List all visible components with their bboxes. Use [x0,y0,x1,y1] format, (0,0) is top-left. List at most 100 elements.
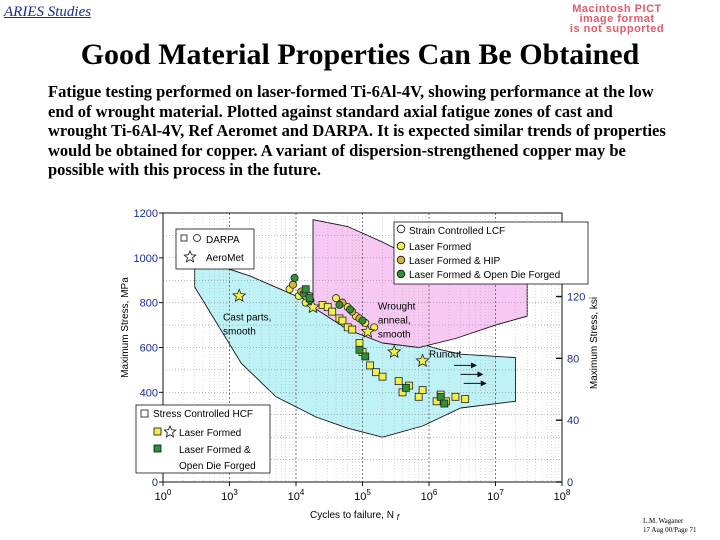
data-point-circle [332,294,341,303]
data-point-circle [358,316,367,325]
x-axis-title: Cycles to failure, N f [310,510,400,522]
data-point-circle [370,323,379,332]
section-label: ARIES Studies [4,4,92,20]
data-point-square [402,383,410,392]
darpa-circle-marker [193,234,201,242]
data-point-star [305,299,321,314]
legend-label: DARPA [206,235,240,246]
data-point-square [418,386,427,394]
legend-label: Laser Formed [409,242,471,253]
x-tick-label: 108 [554,488,571,503]
runout-arrow-head [471,362,478,369]
data-point-square [328,307,337,316]
data-point-square [451,392,460,401]
stamp-line: is not supported [569,23,665,35]
y-tick-label: 1200 [134,208,158,220]
data-point-square [394,377,403,386]
legend-label: Stress Controlled HCF [153,409,253,420]
data-point-square [305,294,314,303]
data-point-square [414,392,423,401]
legend-label: Laser Formed [179,428,241,439]
stress-legend-marker [153,427,162,436]
data-point-square [436,392,445,401]
data-point-square [432,397,441,406]
strain-title-marker [396,224,406,234]
strain-legend: Strain Controlled LCF Laser Formed Laser F… [393,221,589,285]
stress-legend-box [135,404,271,474]
data-point-square [461,395,470,403]
strain-legend-box [393,221,589,285]
wrought-label: Wrought [378,301,416,312]
data-point-square [338,316,347,325]
axes-layer: 0 400 600 800 1000 1200 0 40 80 120 100 103 104 105 10… [120,208,600,522]
data-point-circle [290,274,299,283]
x-tick-label: 106 [421,488,438,503]
legend-layer: DARPA AeroMet Strain Controlled LCF Laser F… [135,221,589,474]
legend-label: Open Die Forged [179,461,256,472]
y-tick-label: 400 [140,387,158,399]
points-layer [231,274,487,408]
darpa-legend: DARPA AeroMet [175,228,255,270]
runout-arrow-head [480,380,487,387]
wrought-label: smooth [378,329,411,340]
strain-legend-marker [396,255,406,265]
y-axis-title-right: Maximum Stress, ksi [589,297,600,389]
wrought-label: anneal, [378,315,411,326]
runout-label: Runout [429,350,461,361]
data-point-star [387,344,402,359]
data-point-square [366,361,374,370]
cast-parts-label: smooth [223,327,256,338]
data-point-square [355,345,364,354]
darpa-legend-box [175,228,255,270]
data-point-square [372,368,380,377]
data-point-star [360,324,375,338]
data-point-circle [288,280,297,289]
footer-page: 17 Aug 00/Page 71 [643,526,697,534]
pict-unsupported-stamp: Macintosh PICT image format is not suppo… [533,2,701,35]
data-point-square [323,303,332,312]
x-tick-label: 100 [155,488,172,503]
legend-label: Laser Formed & Open Die Forged [409,270,560,281]
data-point-square [440,399,449,408]
data-point-star [231,288,247,303]
stamp-line: image format [579,13,655,25]
stress-legend: Stress Controlled HCF Laser Formed Laser F… [135,404,271,474]
x-tick-label: 103 [221,488,238,503]
darpa-square-marker [180,234,188,242]
y-tick-label: 1000 [134,253,158,265]
x-tick-label: 107 [487,488,504,503]
page-title: Good Material Properties Can Be Obtained [80,38,640,71]
data-point-square [378,372,387,381]
intro-paragraph: Fatigue testing performed on laser-forme… [48,82,666,179]
data-point-square [355,339,364,347]
stress-title-marker [140,409,149,418]
y-tick-label: 0 [152,477,158,489]
footer-note: L.M. Waganer 17 Aug 00/Page 71 [643,517,696,535]
data-point-square [301,285,310,294]
data-point-circle [335,300,344,309]
x-tick-label: 105 [354,488,371,503]
data-point-square [348,325,357,334]
stress-legend-marker [153,444,162,453]
y-right-tick-label: 120 [567,292,585,304]
label-layer: Cast parts, smooth Wrought anneal, smooth Run… [223,301,461,360]
cast-parts-label: Cast parts, [223,313,271,324]
data-point-square [361,352,370,361]
legend-label: Strain Controlled LCF [409,226,505,237]
footer-author: L.M. Waganer [643,517,684,525]
strain-legend-marker [396,241,406,251]
data-point-star [415,353,430,368]
legend-label: AeroMet [206,253,244,264]
legend-label: Laser Formed & HIP [409,256,500,267]
legend-label: Laser Formed & [179,445,251,456]
stamp-line: Macintosh PICT [572,3,662,15]
aeromet-star-marker [183,249,197,263]
y-right-tick-label: 40 [567,415,579,427]
runout-arrow-head [477,371,484,378]
y-right-tick-label: 80 [567,353,579,365]
stress-star-marker [163,424,177,438]
y-axis-title-left: Maximum Stress, MPa [120,277,131,378]
y-tick-label: 600 [140,343,158,355]
data-point-circle [346,305,355,314]
